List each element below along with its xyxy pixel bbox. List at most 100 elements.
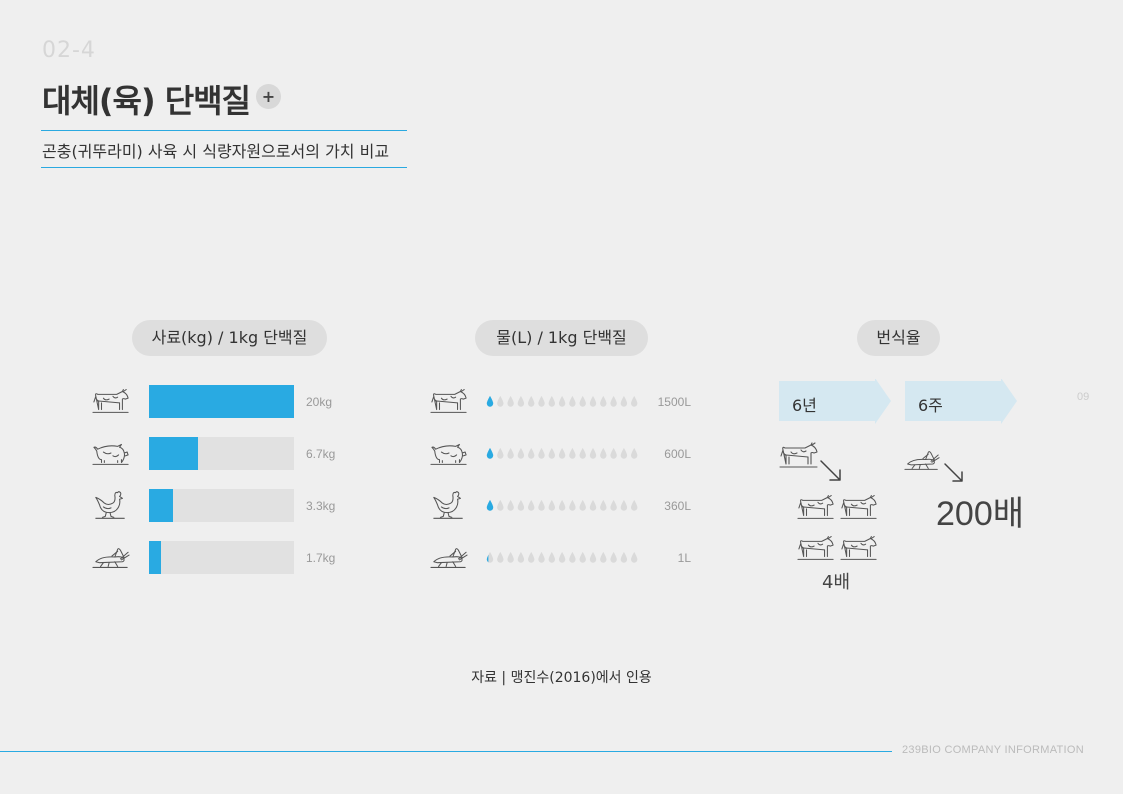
water-drop-empty bbox=[589, 447, 597, 459]
page-number: 09 bbox=[1077, 391, 1090, 403]
water-drop-row bbox=[486, 447, 638, 459]
chicken-icon bbox=[92, 489, 130, 521]
feed-bar bbox=[149, 541, 161, 574]
water-drop-row bbox=[486, 499, 638, 511]
water-drop-empty bbox=[610, 447, 617, 459]
feed-bar bbox=[149, 385, 294, 418]
water-drop-row bbox=[486, 395, 638, 407]
water-drop-empty bbox=[589, 551, 597, 563]
water-drop-empty bbox=[507, 551, 514, 563]
feed-value-label: 1.7kg bbox=[306, 551, 336, 565]
water-drop-empty bbox=[569, 499, 576, 511]
water-drop-empty bbox=[610, 395, 617, 407]
water-drop-empty bbox=[579, 447, 586, 459]
water-drop-empty bbox=[528, 551, 535, 563]
water-drop-empty bbox=[558, 551, 566, 563]
page-subtitle: 곤충(귀뚜라미) 사육 시 식량자원으로서의 가치 비교 bbox=[42, 142, 390, 161]
water-drop-empty bbox=[497, 551, 504, 563]
water-value-label: 1L bbox=[677, 551, 691, 565]
water-drop-empty bbox=[579, 395, 586, 407]
cow-icon bbox=[840, 492, 878, 522]
water-drop-empty bbox=[497, 447, 504, 459]
water-drop-filled bbox=[486, 499, 494, 511]
water-drop-empty bbox=[620, 395, 628, 407]
footer-company: 239BIO COMPANY INFORMATION bbox=[902, 744, 1084, 756]
water-drop-empty bbox=[497, 499, 504, 511]
water-drop-empty bbox=[548, 551, 555, 563]
subtitle-frame bbox=[41, 130, 407, 168]
feed-bar-track bbox=[149, 541, 294, 574]
water-drop-empty bbox=[497, 395, 504, 407]
cricket-period-arrow bbox=[905, 379, 1017, 424]
water-drop-empty bbox=[507, 499, 514, 511]
water-chart-title: 물(L) / 1kg 단백질 bbox=[475, 320, 648, 356]
water-drop-empty bbox=[548, 447, 555, 459]
water-drop-empty bbox=[600, 499, 607, 511]
source-note: 자료 | 맹진수(2016)에서 인용 bbox=[471, 670, 652, 686]
water-value-label: 1500L bbox=[657, 395, 691, 409]
water-drop-empty bbox=[579, 551, 586, 563]
water-drop-empty bbox=[507, 447, 514, 459]
cow-icon bbox=[779, 440, 819, 470]
cricket-period-label: 6주 bbox=[918, 396, 943, 415]
water-drop-empty bbox=[600, 447, 607, 459]
water-drop-empty bbox=[620, 551, 628, 563]
cow-period-arrow bbox=[779, 379, 891, 424]
water-value-label: 360L bbox=[664, 499, 691, 513]
water-drop-empty bbox=[610, 499, 617, 511]
water-drop-empty bbox=[538, 395, 545, 407]
arrow-down-right-icon bbox=[944, 463, 963, 482]
pig-icon bbox=[430, 437, 468, 469]
cow-icon bbox=[430, 385, 468, 417]
cow-multiplier: 4배 bbox=[822, 572, 851, 593]
water-drop-empty bbox=[631, 499, 638, 511]
cow-icon bbox=[797, 533, 835, 563]
page-title: 대체(육) 단백질 bbox=[42, 82, 251, 120]
water-drop-empty bbox=[548, 395, 555, 407]
water-drop-filled bbox=[486, 447, 494, 459]
breeding-title: 번식율 bbox=[857, 320, 940, 356]
water-drop-empty bbox=[620, 447, 628, 459]
water-drop-empty bbox=[528, 395, 535, 407]
pig-icon bbox=[92, 437, 130, 469]
water-drop-empty bbox=[631, 395, 638, 407]
water-drop-empty bbox=[558, 447, 566, 459]
cricket-icon bbox=[430, 541, 468, 573]
cow-period-label: 6년 bbox=[792, 396, 817, 415]
water-drop-empty bbox=[517, 551, 525, 563]
water-drop-empty bbox=[631, 447, 638, 459]
cricket-icon bbox=[92, 541, 130, 573]
water-drop-empty bbox=[589, 395, 597, 407]
water-drop-empty bbox=[517, 447, 525, 459]
water-drop-empty bbox=[579, 499, 586, 511]
water-drop-empty bbox=[528, 447, 535, 459]
cricket-multiplier: 200배 bbox=[936, 495, 1025, 533]
expand-plus-button[interactable]: + bbox=[256, 84, 281, 109]
feed-bar-track bbox=[149, 489, 294, 522]
water-drop-empty bbox=[631, 551, 638, 563]
cow-icon bbox=[840, 533, 878, 563]
cow-icon bbox=[92, 385, 130, 417]
feed-bar bbox=[149, 489, 173, 522]
water-drop-filled bbox=[486, 395, 494, 407]
feed-bar-track bbox=[149, 437, 294, 470]
water-drop-empty bbox=[528, 499, 535, 511]
feed-value-label: 3.3kg bbox=[306, 499, 336, 513]
water-drop-empty bbox=[558, 499, 566, 511]
feed-bar-track bbox=[149, 385, 294, 418]
water-drop-empty bbox=[610, 551, 617, 563]
water-drop-empty bbox=[517, 395, 525, 407]
water-drop-empty bbox=[600, 395, 607, 407]
feed-value-label: 6.7kg bbox=[306, 447, 336, 461]
water-drop-empty bbox=[589, 499, 597, 511]
water-drop-empty bbox=[558, 395, 566, 407]
water-drop-empty bbox=[569, 551, 576, 563]
cow-icon bbox=[797, 492, 835, 522]
water-drop-empty bbox=[538, 551, 545, 563]
section-number: 02-4 bbox=[42, 38, 96, 63]
water-drop-empty bbox=[517, 499, 525, 511]
water-drop-empty bbox=[548, 499, 555, 511]
water-drop-empty bbox=[538, 447, 545, 459]
water-drop-empty bbox=[569, 447, 576, 459]
footer-divider bbox=[0, 751, 892, 752]
